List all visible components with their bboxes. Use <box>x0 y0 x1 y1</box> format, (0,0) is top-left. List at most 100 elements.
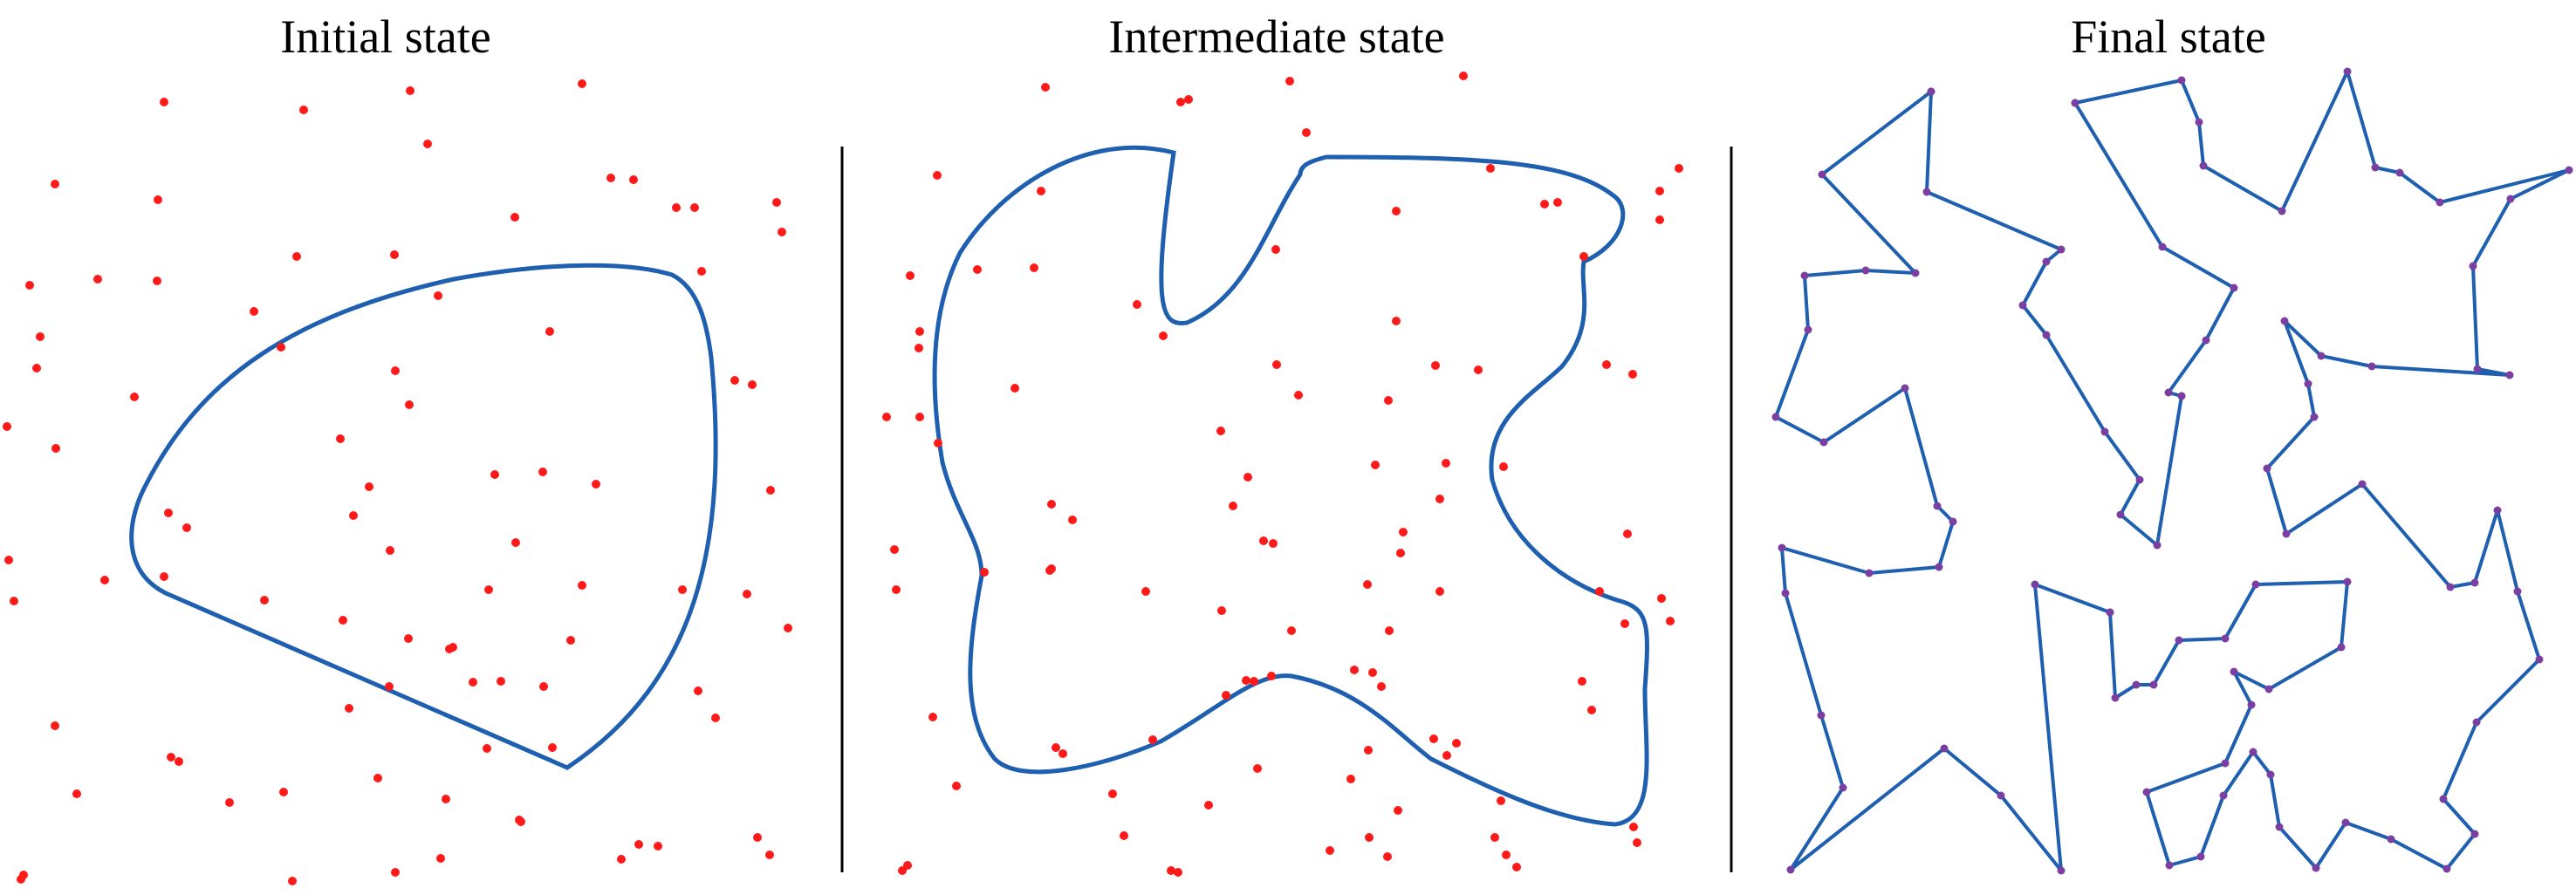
sample-point <box>182 523 191 532</box>
sample-point <box>1167 866 1175 875</box>
polygon-vertex <box>2116 510 2125 519</box>
sample-point <box>1011 384 1019 393</box>
polygon-vertex <box>2470 578 2479 587</box>
sample-point <box>93 275 102 284</box>
polygon-vertex <box>2149 680 2158 689</box>
polygon-vertex <box>2446 583 2455 591</box>
polygon-vertex <box>1817 711 1826 720</box>
polygon-vertex <box>1911 269 1920 277</box>
sample-point <box>1271 245 1280 254</box>
sample-point <box>490 470 499 479</box>
polygon-vertex <box>1997 791 2005 800</box>
polygon-vertex <box>2266 770 2275 779</box>
polygon-vertex <box>2312 864 2320 872</box>
sample-point <box>1253 764 1262 773</box>
sample-point <box>51 721 59 730</box>
sample-point <box>928 713 937 721</box>
sample-point <box>915 327 924 336</box>
sample-point <box>980 568 989 577</box>
final-polygon-1 <box>1774 90 2111 872</box>
final-polygon-4 <box>2073 101 2236 398</box>
sample-point <box>1287 626 1296 635</box>
sample-point <box>1629 823 1638 831</box>
sample-point <box>1602 360 1611 369</box>
polygon-vertex <box>2230 667 2238 676</box>
polygon-vertex <box>1933 502 1942 510</box>
polygon-vertex <box>2202 336 2210 345</box>
polygon-vertex <box>2493 506 2502 515</box>
polygon-vertex <box>2264 685 2273 693</box>
sample-point <box>748 380 757 389</box>
sample-point <box>25 281 34 290</box>
sample-point <box>299 106 308 114</box>
sample-point <box>1250 677 1258 686</box>
polygon-vertex <box>1781 589 1790 598</box>
sample-point <box>164 509 173 517</box>
sample-point <box>1394 806 1402 815</box>
polygon-vertex <box>2343 577 2352 586</box>
sample-point <box>743 590 751 598</box>
sample-point <box>484 585 493 594</box>
intermediate-contour <box>932 145 1649 827</box>
polygon-vertex <box>1922 188 1931 196</box>
sample-point <box>160 98 168 106</box>
sample-point <box>1502 851 1511 859</box>
sample-point <box>1499 462 1508 471</box>
sample-point <box>225 798 234 807</box>
sample-point <box>336 434 345 443</box>
sample-point <box>517 817 525 826</box>
sample-point <box>442 795 450 803</box>
sample-point <box>100 576 109 584</box>
sample-point <box>279 788 288 796</box>
sample-point <box>1587 706 1596 714</box>
polygon-vertex <box>1901 384 1909 393</box>
sample-point <box>1377 682 1386 691</box>
polygon-vertex <box>1949 517 1957 526</box>
polygon-vertex <box>2196 852 2205 861</box>
polygon-vertex <box>1819 438 1828 447</box>
sample-point <box>175 757 183 766</box>
sample-point <box>538 468 547 476</box>
polygon-vertex <box>2341 818 2350 827</box>
sample-point <box>349 511 358 520</box>
sample-point <box>592 480 600 488</box>
polygon-vertex <box>2057 245 2066 254</box>
sample-point <box>753 833 762 842</box>
sample-point <box>1666 617 1675 625</box>
polygon-vertex <box>2439 795 2448 803</box>
sample-point <box>1045 566 1054 575</box>
polygon-vertex <box>1818 170 1826 179</box>
final-polygons <box>1771 67 2573 875</box>
sample-point <box>1675 164 1683 173</box>
sample-point <box>405 400 414 409</box>
sample-point <box>469 678 477 687</box>
polygon-vertex <box>2337 643 2346 652</box>
sample-point <box>1633 838 1641 847</box>
sample-point <box>539 682 548 691</box>
sample-point <box>1452 739 1461 748</box>
polygon-vertex <box>2278 207 2286 215</box>
sample-point <box>1364 746 1373 755</box>
sample-point <box>51 444 60 453</box>
sample-point <box>391 366 400 375</box>
sample-point <box>1302 128 1311 137</box>
polygon-vertex <box>2219 791 2228 800</box>
sample-point <box>1269 539 1278 548</box>
sample-point <box>1442 751 1451 760</box>
sample-point <box>1363 580 1372 589</box>
sample-point <box>1384 396 1393 405</box>
sample-point <box>1431 361 1440 370</box>
sample-point <box>1623 529 1632 538</box>
sample-point <box>406 86 414 95</box>
polygon-vertex <box>2513 587 2522 596</box>
polygon-vertex <box>2018 301 2027 310</box>
sample-point <box>1346 775 1355 783</box>
sample-point <box>1222 691 1230 700</box>
polygon-vertex <box>2132 680 2141 689</box>
polygon-vertex <box>2304 379 2312 388</box>
sample-point <box>634 840 643 849</box>
polygon-vertex <box>2165 861 2174 870</box>
polygon-vertex <box>2565 166 2573 174</box>
sample-point <box>4 556 13 564</box>
sample-point <box>1243 473 1252 482</box>
